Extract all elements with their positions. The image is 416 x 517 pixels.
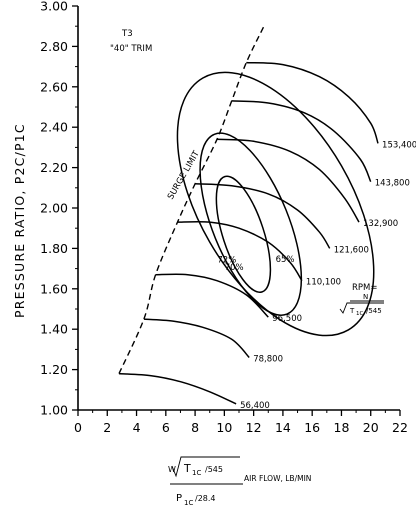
y-tick-label: 1.60	[40, 281, 68, 296]
efficiency-island	[176, 71, 375, 337]
speed-line	[143, 318, 250, 359]
speed-line	[155, 273, 269, 318]
rpm-t-sub: 1C	[356, 311, 363, 317]
efficiency-label: 65%	[276, 255, 295, 265]
x-label-p-sub: 1C	[184, 499, 193, 507]
y-tick-label: 2.20	[40, 160, 68, 175]
y-tick-label: 1.80	[40, 241, 68, 256]
y-ticks: 1.00 1.20 1.40 1.60 1.80 2.00 2.20 2.40 2.60 2.80…	[40, 0, 78, 418]
x-ticks: 0 2 4 6 8 10 12 14 16 18 20 22	[74, 410, 408, 435]
y-tick-label: 2.60	[40, 79, 68, 94]
speed-line-label: 153,400	[382, 140, 416, 150]
x-label-divisor: /545	[205, 465, 223, 474]
x-label-p-divisor: /28.4	[195, 494, 216, 503]
speed-line-label: 96,500	[272, 314, 302, 324]
x-label-w: W	[168, 465, 176, 474]
speed-line-label: 143,800	[375, 179, 410, 189]
y-axis-label: PRESSURE RATIO, P2C/P1C	[12, 123, 27, 318]
x-tick-label: 6	[162, 420, 170, 435]
y-tick-label: 3.00	[40, 0, 68, 14]
speed-line	[177, 220, 303, 282]
x-label-sqrt-sign	[171, 456, 240, 478]
trim-label: "40" TRIM	[110, 44, 152, 54]
y-tick-label: 2.40	[40, 120, 68, 135]
x-tick-label: 16	[304, 420, 320, 435]
x-tick-label: 4	[133, 420, 141, 435]
model-label: T3	[121, 29, 133, 39]
x-label-t-sub: 1C	[192, 469, 201, 477]
x-tick-label: 20	[363, 420, 379, 435]
y-tick-label: 1.00	[40, 403, 68, 418]
x-tick-label: 14	[275, 420, 291, 435]
x-label-text: AIR FLOW, LB/MIN	[244, 474, 311, 483]
x-label-p: P	[176, 493, 182, 504]
x-tick-label: 22	[392, 420, 408, 435]
x-label-t: T	[183, 462, 191, 475]
rpm-divisor: /545	[366, 307, 382, 315]
x-tick-label: 0	[74, 420, 82, 435]
x-tick-label: 8	[191, 420, 199, 435]
speed-lines	[118, 61, 379, 405]
efficiency-labels: 72%70% 65%	[217, 255, 294, 273]
speed-line	[216, 138, 360, 223]
efficiency-label: 70%	[225, 263, 244, 273]
speed-line-label: 110,100	[306, 278, 341, 288]
rpm-n: N	[363, 293, 368, 301]
x-axis-label: W T 1C /545 AIR FLOW, LB/MIN P 1C /28.4	[168, 456, 311, 507]
speed-line	[231, 100, 372, 183]
speed-line	[246, 61, 379, 144]
rpm-label: RPM=	[352, 283, 378, 293]
efficiency-island	[215, 175, 272, 293]
speed-line-labels: 56,400 78,800 96,500 110,100 121,600 132,900 1…	[240, 140, 416, 411]
x-tick-label: 18	[334, 420, 350, 435]
x-tick-label: 10	[216, 420, 232, 435]
speed-line-label: 78,800	[253, 354, 283, 364]
speed-line-label: 132,900	[363, 219, 398, 229]
surge-limit-line	[118, 25, 265, 374]
rpm-sqrt-sign	[339, 302, 384, 314]
y-tick-label: 1.40	[40, 322, 68, 337]
efficiency-islands	[176, 71, 375, 337]
efficiency-island	[199, 132, 303, 316]
rpm-t: T	[349, 307, 355, 315]
speed-line	[195, 183, 331, 249]
y-tick-label: 1.20	[40, 362, 68, 377]
efficiency-label: 72%	[217, 255, 236, 265]
x-tick-label: 12	[246, 420, 262, 435]
surge-limit-label: SURGE LIMIT	[166, 149, 202, 202]
speed-line-label: 56,400	[240, 401, 270, 411]
x-tick-label: 2	[103, 420, 111, 435]
speed-line-label: 121,600	[334, 245, 369, 255]
y-tick-label: 2.80	[40, 39, 68, 54]
y-tick-label: 2.00	[40, 201, 68, 216]
rpm-legend: RPM= N T 1C /545	[339, 283, 384, 317]
speed-line	[118, 372, 237, 405]
